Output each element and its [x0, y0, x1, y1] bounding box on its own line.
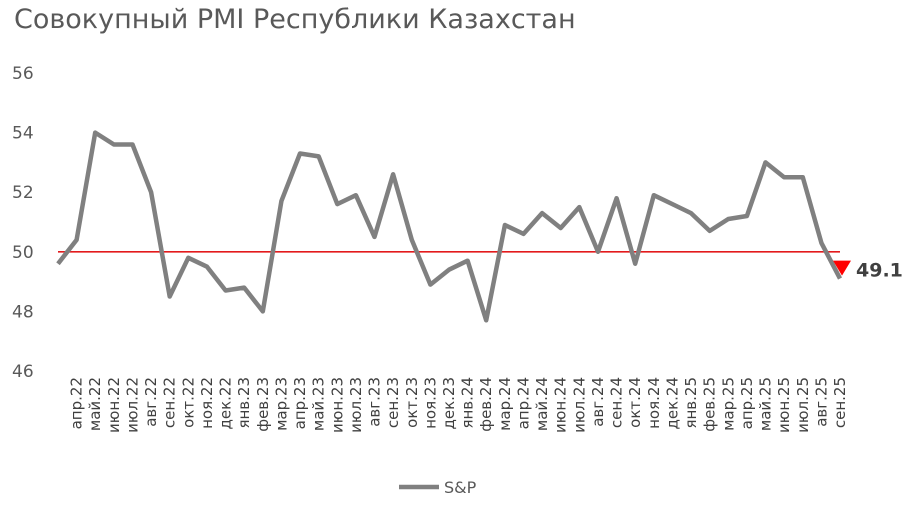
- x-tick-label: июн.24: [552, 377, 570, 433]
- last-value-label: 49.1: [856, 260, 903, 282]
- x-tick-label: апр.25: [738, 377, 756, 429]
- y-tick-label: 48: [12, 302, 34, 322]
- x-axis: апр.22 май.22 июн.22 июл.22 авг.22 сен.22 окт.…: [68, 377, 849, 433]
- x-tick-label: мар.23: [272, 377, 290, 431]
- x-tick-label: окт.24: [626, 377, 644, 428]
- x-tick-label: дек.22: [217, 377, 235, 430]
- y-tick-label: 56: [12, 64, 34, 84]
- x-tick-label: июн.22: [105, 377, 123, 433]
- x-tick-label: авг.24: [589, 377, 607, 427]
- series-line-sp: [56, 130, 842, 323]
- x-tick-label: дек.24: [663, 377, 681, 430]
- x-tick-label: апр.23: [291, 377, 309, 429]
- x-tick-label: май.22: [86, 377, 104, 431]
- last-value-marker: [833, 260, 851, 276]
- x-tick-label: сен.22: [161, 377, 179, 428]
- x-tick-label: май.25: [757, 377, 775, 431]
- x-tick-label: фев.25: [701, 377, 719, 432]
- chart-title: Совокупный PMI Республики Казахстан: [14, 4, 576, 35]
- x-tick-label: июл.22: [124, 377, 142, 433]
- x-tick-label: май.24: [533, 377, 551, 431]
- x-tick-label: окт.22: [179, 377, 197, 428]
- x-tick-label: июл.23: [347, 377, 365, 433]
- x-tick-label: янв.24: [459, 377, 477, 429]
- x-tick-label: апр.24: [515, 377, 533, 429]
- series-points: [56, 131, 842, 323]
- x-tick-label: май.23: [310, 377, 328, 431]
- y-axis: 46 48 50 52 54 56: [12, 64, 34, 382]
- x-tick-label: сен.25: [831, 377, 849, 428]
- x-tick-label: ноя.24: [645, 377, 663, 429]
- x-tick-label: окт.23: [403, 377, 421, 428]
- x-tick-label: апр.22: [68, 377, 86, 429]
- x-tick-label: дек.23: [440, 377, 458, 430]
- x-tick-label: авг.25: [812, 377, 830, 427]
- y-tick-label: 54: [12, 124, 34, 144]
- y-tick-label: 50: [12, 243, 34, 263]
- x-tick-label: ноя.22: [198, 377, 216, 429]
- y-tick-label: 46: [12, 362, 34, 382]
- legend-label-sp: S&P: [444, 478, 477, 497]
- x-tick-label: фев.24: [477, 377, 495, 432]
- x-tick-label: июл.25: [794, 377, 812, 433]
- legend: S&P: [399, 478, 477, 497]
- x-tick-label: ноя.23: [421, 377, 439, 429]
- x-tick-label: фев.23: [254, 377, 272, 432]
- x-tick-label: июл.24: [570, 377, 588, 433]
- x-tick-label: авг.22: [142, 377, 160, 427]
- x-tick-label: июн.25: [775, 377, 793, 433]
- x-tick-label: сен.24: [608, 377, 626, 428]
- x-tick-label: мар.25: [719, 377, 737, 431]
- y-tick-label: 52: [12, 183, 34, 203]
- x-tick-label: сен.23: [384, 377, 402, 428]
- x-tick-label: янв.23: [235, 377, 253, 429]
- x-tick-label: янв.25: [682, 377, 700, 429]
- x-tick-label: июн.23: [328, 377, 346, 433]
- x-tick-label: мар.24: [496, 377, 514, 431]
- x-tick-label: авг.23: [366, 377, 384, 427]
